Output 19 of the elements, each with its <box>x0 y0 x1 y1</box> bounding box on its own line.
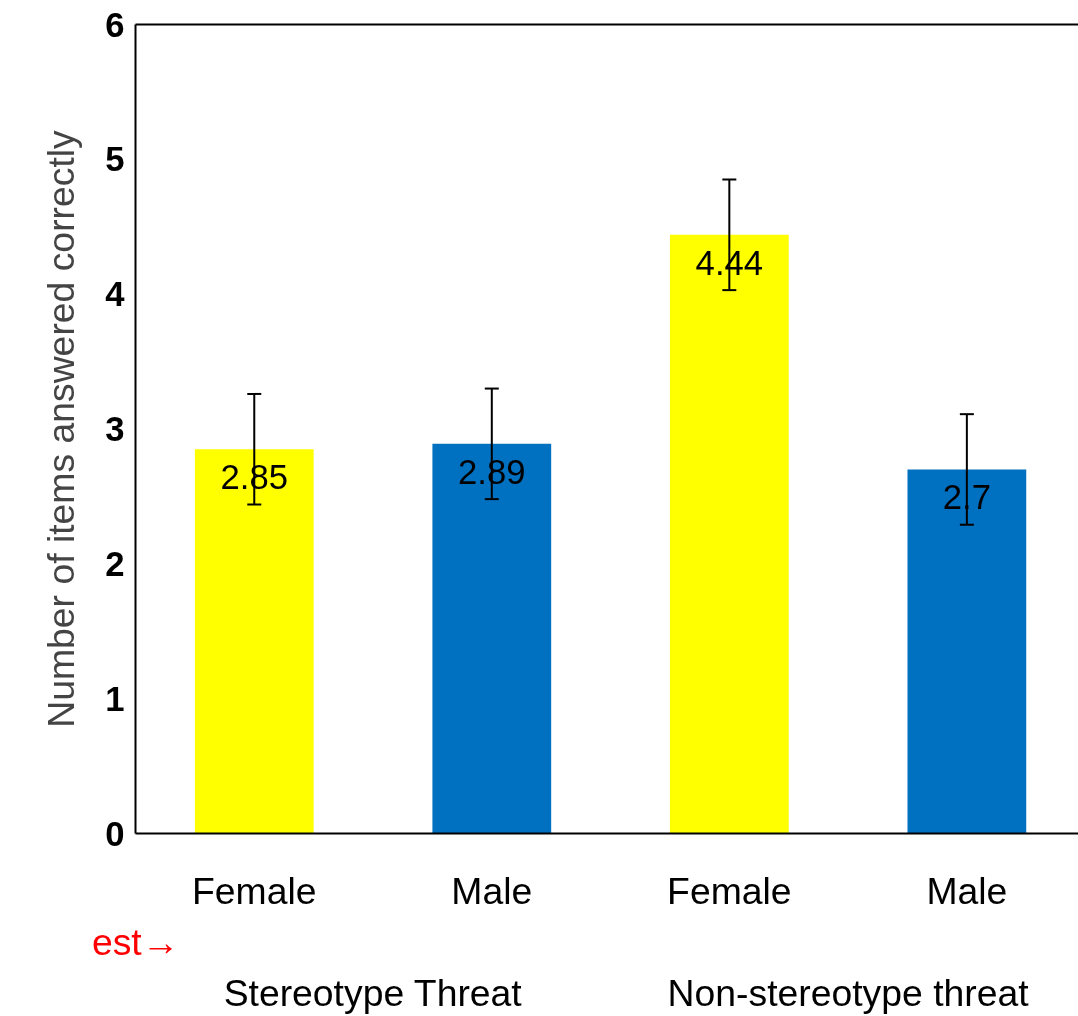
x-tick-label: Male <box>451 869 533 912</box>
y-tick-label: 6 <box>105 5 125 44</box>
x-tick-label: Female <box>192 869 317 912</box>
y-tick-label: 4 <box>105 275 126 314</box>
x-tick-label: Male <box>926 869 1008 912</box>
y-tick-label: 3 <box>105 410 125 448</box>
bar <box>194 449 314 834</box>
y-axis-title: Number of items answered correctly <box>40 129 83 728</box>
x-tick-label: Female <box>667 869 792 912</box>
bar <box>907 469 1027 834</box>
text: Non-stereotype threat <box>667 971 1030 1014</box>
text: Stereotype Threat <box>223 971 523 1014</box>
bar <box>432 443 552 834</box>
y-tick-label: 1 <box>105 679 125 718</box>
text: est→ <box>91 920 180 963</box>
bar <box>669 234 789 834</box>
y-tick-label: 5 <box>105 140 125 179</box>
y-tick-label: 0 <box>105 814 125 853</box>
y-tick-label: 2 <box>105 544 125 583</box>
